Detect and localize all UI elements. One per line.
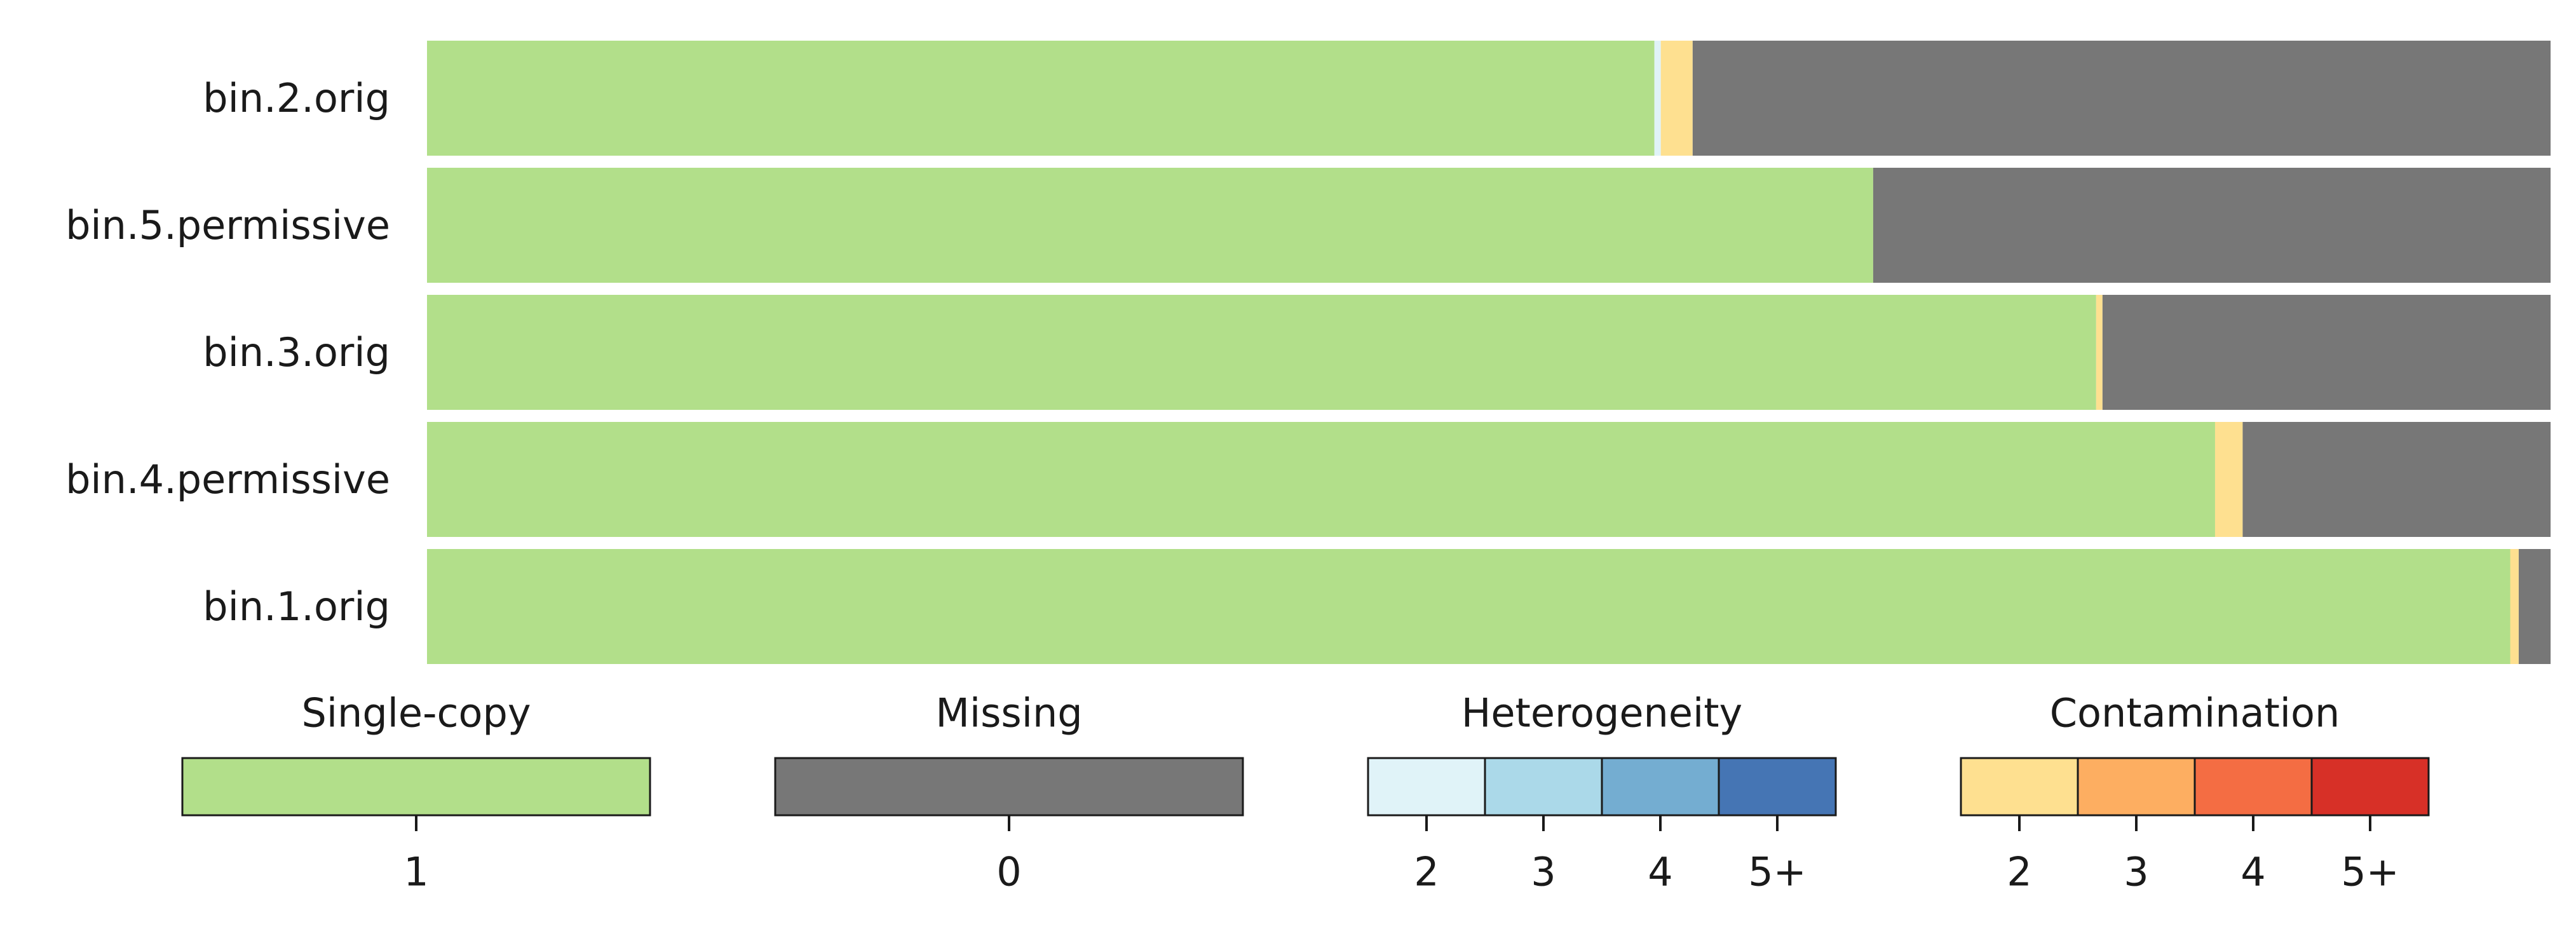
legend-tick-label-heterogeneity-5: 5+: [1748, 849, 1806, 895]
y-axis-labels: bin.2.orig bin.5.permissive bin.3.orig bin.…: [65, 75, 390, 630]
legend-tick-label-heterogeneity-3: 3: [1531, 849, 1556, 895]
legend-tick-label-contamination-2: 2: [2007, 849, 2031, 895]
legend-title-single-copy: Single-copy: [301, 690, 531, 736]
legend-swatch-contamination-4: [2193, 757, 2313, 817]
legend-tick-label-missing-0: 0: [996, 849, 1021, 895]
legend-group-heterogeneity: Heterogeneity 2 3 4 5+: [1367, 690, 1837, 895]
legend-swatch-contamination-2: [1960, 757, 2079, 817]
y-tick-label-bin-5-permissive: bin.5.permissive: [65, 202, 390, 248]
bar-segment-bin-3-orig-contamination-2: [2096, 295, 2103, 410]
legend-tick-label-contamination-4: 4: [2240, 849, 2265, 895]
bar-segment-bin-2-orig-missing-0: [1692, 41, 2551, 156]
legend-swatch-heterogeneity-2: [1367, 757, 1486, 817]
legend-title-missing: Missing: [935, 690, 1082, 736]
bar-segment-bin-2-orig-contamination-2: [1660, 41, 1693, 156]
bar-segment-bin-1-orig-missing-0: [2518, 549, 2551, 664]
bar-segment-bin-5-permissive-single-copy-1: [427, 168, 1873, 283]
bar-segment-bin-2-orig-single-copy-1: [427, 41, 1655, 156]
bar-segment-bin-4-permissive-contamination-2: [2214, 422, 2243, 537]
legend-swatch-contamination-3: [2077, 757, 2196, 817]
bar-segment-bin-5-permissive-missing-0: [1873, 168, 2551, 283]
legend-tick-label-heterogeneity-4: 4: [1648, 849, 1672, 895]
legend-tick-label-contamination-5: 5+: [2341, 849, 2399, 895]
legend-swatch-missing-0: [774, 757, 1244, 817]
legend-tick-label-contamination-3: 3: [2124, 849, 2148, 895]
legend-swatch-heterogeneity-4: [1601, 757, 1720, 817]
y-tick-label-bin-4-permissive: bin.4.permissive: [65, 456, 390, 503]
bar-segment-bin-4-permissive-single-copy-1: [427, 422, 2215, 537]
bar-segment-bin-3-orig-missing-0: [2102, 295, 2551, 410]
legend-group-missing: Missing 0: [774, 690, 1244, 895]
legend-group-single-copy: Single-copy 1: [181, 690, 651, 895]
legend-tick-label-heterogeneity-2: 2: [1414, 849, 1439, 895]
bar-segment-bin-3-orig-single-copy-1: [427, 295, 2096, 410]
bars-layer: [427, 41, 2551, 664]
bar-segment-bin-1-orig-contamination-2: [2510, 549, 2519, 664]
bar-segment-bin-4-permissive-missing-0: [2242, 422, 2551, 537]
legend-swatch-contamination-5: [2310, 757, 2430, 817]
legend-title-contamination: Contamination: [2050, 690, 2340, 736]
bar-segment-bin-1-orig-single-copy-1: [427, 549, 2511, 664]
legend-swatch-single-copy-1: [181, 757, 651, 817]
y-tick-label-bin-2-orig: bin.2.orig: [203, 75, 390, 121]
legend-tick-label-single-copy-1: 1: [403, 849, 428, 895]
y-tick-label-bin-1-orig: bin.1.orig: [203, 583, 390, 630]
legend-swatch-heterogeneity-3: [1484, 757, 1603, 817]
legend-title-heterogeneity: Heterogeneity: [1461, 690, 1742, 736]
y-tick-label-bin-3-orig: bin.3.orig: [203, 329, 390, 376]
bar-segment-bin-2-orig-heterogeneity-2: [1654, 41, 1661, 156]
legend-group-contamination: Contamination 2 3 4 5+: [1960, 690, 2430, 895]
legend-swatch-heterogeneity-5: [1718, 757, 1837, 817]
